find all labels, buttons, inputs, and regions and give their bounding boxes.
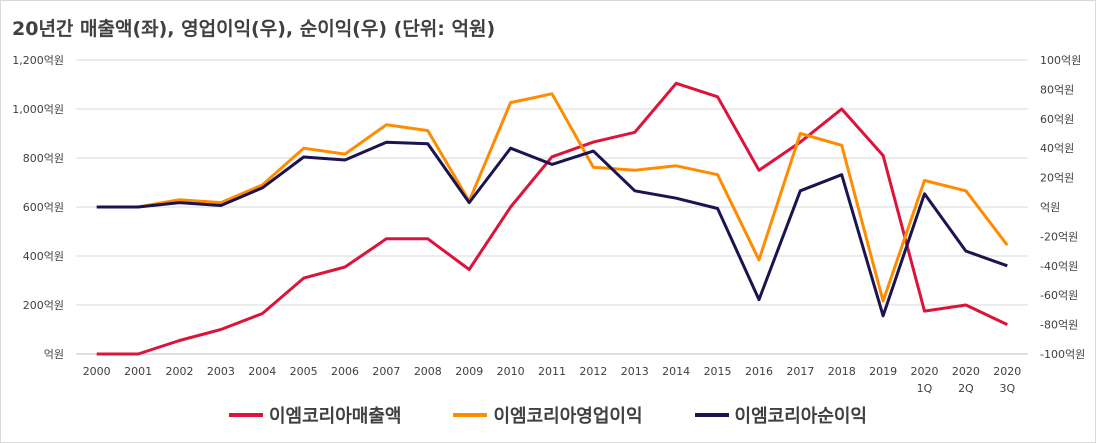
x-tick-label: 2009 <box>455 365 483 378</box>
legend-label: 이엠코리아매출액 <box>268 406 402 427</box>
x-tick-label: 2005 <box>290 365 318 378</box>
left-y-tick-label: 600억원 <box>23 201 64 214</box>
legend-item-3: 이엠코리아순이익 <box>694 402 867 428</box>
x-tick-label: 1Q <box>917 382 933 395</box>
x-tick-label: 2015 <box>704 365 732 378</box>
left-y-tick-label: 억원 <box>44 348 64 361</box>
x-tick-label: 2007 <box>372 365 400 378</box>
x-tick-label: 2Q <box>958 382 974 395</box>
right-y-tick-label: 60억원 <box>1040 113 1074 126</box>
right-y-tick-label: 80억원 <box>1040 83 1074 96</box>
x-tick-label: 2002 <box>165 365 193 378</box>
left-y-tick-label: 400억원 <box>23 250 64 263</box>
legend-swatch <box>694 413 729 417</box>
x-tick-label: 2012 <box>579 365 607 378</box>
x-tick-label: 2020 <box>993 365 1021 378</box>
x-tick-label: 2014 <box>662 365 690 378</box>
right-y-tick-label: 20억원 <box>1040 172 1074 185</box>
right-y-tick-label: 억원 <box>1040 201 1060 214</box>
right-y-tick-label: -100억원 <box>1040 348 1085 361</box>
series-line-1 <box>96 81 1008 356</box>
right-y-tick-label: -40억원 <box>1040 260 1078 273</box>
left-y-tick-label: 1,000억원 <box>12 103 64 116</box>
legend-item-2: 이엠코리아영업이익 <box>453 402 643 428</box>
x-tick-label: 2020 <box>911 365 939 378</box>
right-y-tick-label: -20억원 <box>1040 230 1078 243</box>
x-tick-label: 2008 <box>414 365 442 378</box>
x-tick-label: 2020 <box>952 365 980 378</box>
legend-swatch <box>228 413 263 417</box>
x-tick-label: 3Q <box>999 382 1015 395</box>
right-y-tick-label: -80억원 <box>1040 319 1078 332</box>
x-tick-label: 2017 <box>786 365 814 378</box>
x-tick-label: 2011 <box>538 365 566 378</box>
legend-swatch <box>453 413 488 417</box>
x-tick-label: 2001 <box>124 365 152 378</box>
x-tick-label: 2013 <box>621 365 649 378</box>
right-y-tick-label: 100억원 <box>1040 54 1081 67</box>
chart-title: 20년간 매출액(좌), 영업이익(우), 순이익(우) (단위: 억원) <box>12 18 496 40</box>
x-tick-label: 2006 <box>331 365 359 378</box>
left-y-tick-label: 800억원 <box>23 152 64 165</box>
left-y-tick-label: 1,200억원 <box>12 54 64 67</box>
legend-item-1: 이엠코리아매출액 <box>228 402 402 428</box>
x-tick-label: 2000 <box>83 365 111 378</box>
x-tick-label: 2016 <box>745 365 773 378</box>
x-tick-label: 2004 <box>248 365 276 378</box>
legend-label: 이엠코리아순이익 <box>734 406 867 427</box>
right-y-tick-label: -60억원 <box>1040 289 1078 302</box>
x-tick-label: 2019 <box>869 365 897 378</box>
series-line-2 <box>96 92 1009 303</box>
x-tick-label: 2003 <box>207 365 235 378</box>
x-tick-label: 2018 <box>828 365 856 378</box>
x-tick-label: 2010 <box>497 365 525 378</box>
series-line-3 <box>96 140 1008 318</box>
chart-legend: 이엠코리아매출액 이엠코리아영업이익 이엠코리아순이익 <box>0 402 1096 428</box>
legend-label: 이엠코리아영업이익 <box>493 406 643 427</box>
left-y-tick-label: 200억원 <box>23 299 64 312</box>
right-y-tick-label: 40억원 <box>1040 142 1074 155</box>
